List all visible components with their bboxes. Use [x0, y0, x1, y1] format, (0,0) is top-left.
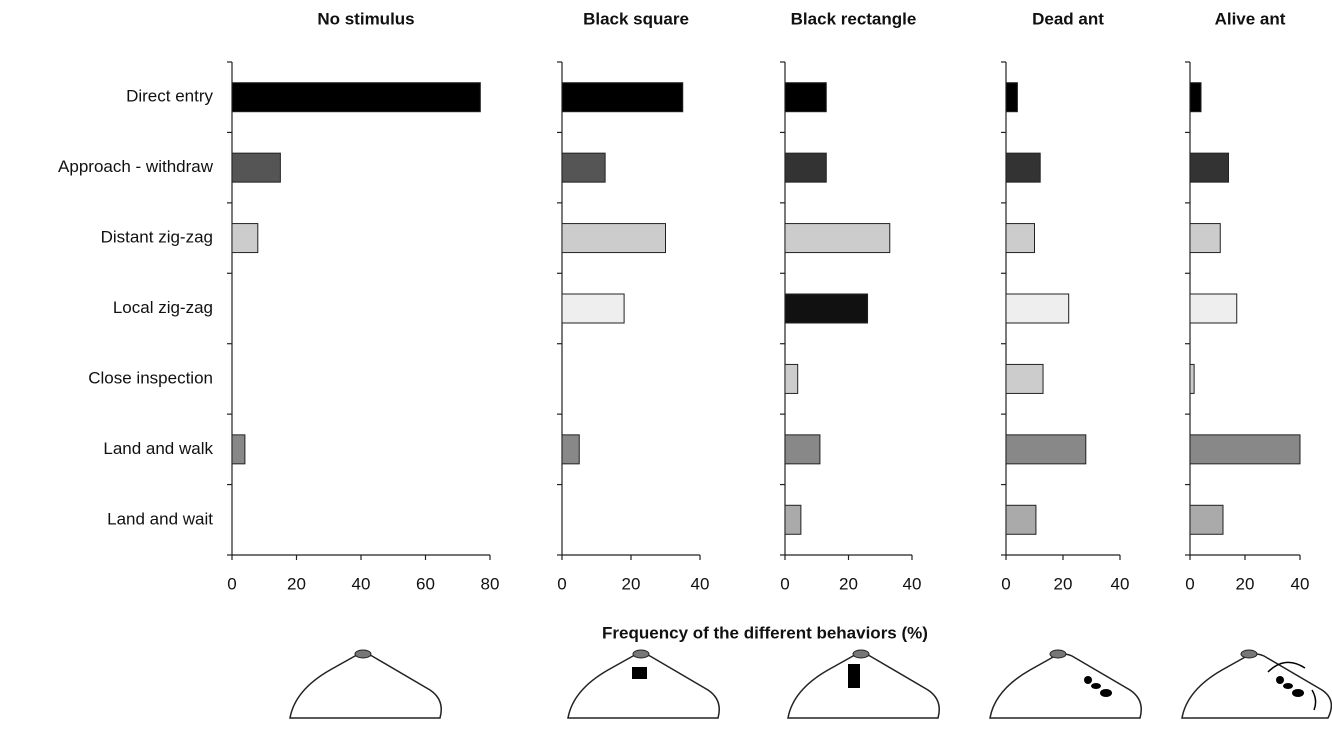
- bar: [1005, 152, 1041, 183]
- bar: [784, 363, 799, 394]
- panel-title: Alive ant: [1215, 9, 1286, 28]
- bar: [561, 434, 580, 465]
- y-tick-label: Local zig-zag: [113, 298, 213, 317]
- bar: [1189, 152, 1229, 183]
- arena-icon: [1181, 653, 1332, 719]
- bar: [1189, 293, 1238, 324]
- bar: [784, 504, 802, 535]
- y-tick-label: Distant zig-zag: [101, 228, 213, 247]
- arena-icons: [289, 649, 1332, 719]
- bar: [561, 152, 606, 183]
- x-tick-label: 0: [1185, 574, 1194, 593]
- bar: [1189, 434, 1301, 465]
- x-tick-label: 40: [352, 574, 371, 593]
- bar: [784, 223, 891, 254]
- x-tick-label: 20: [1236, 574, 1255, 593]
- x-tick-label: 40: [691, 574, 710, 593]
- bar: [1189, 223, 1221, 254]
- arena-icon: [989, 653, 1142, 719]
- bar: [784, 82, 827, 113]
- bar: [561, 293, 625, 324]
- bar: [784, 152, 827, 183]
- x-tick-label: 20: [1054, 574, 1073, 593]
- arena-icon: [567, 653, 720, 719]
- x-tick-label: 0: [780, 574, 789, 593]
- ant: [1084, 676, 1112, 697]
- bar: [561, 82, 684, 113]
- bar: [1189, 363, 1195, 394]
- panel-title: Dead ant: [1032, 9, 1104, 28]
- nest: [632, 649, 650, 659]
- x-tick-label: 40: [1291, 574, 1310, 593]
- motion-lines: [1267, 661, 1317, 711]
- bar: [784, 293, 869, 324]
- x-tick-label: 0: [1001, 574, 1010, 593]
- x-tick-label: 40: [903, 574, 922, 593]
- panel-title: Black rectangle: [791, 9, 917, 28]
- nest: [852, 649, 870, 659]
- bar: [1005, 434, 1087, 465]
- bar: [1005, 504, 1037, 535]
- x-tick-label: 60: [416, 574, 435, 593]
- panel-title: No stimulus: [317, 9, 414, 28]
- bar: [1005, 363, 1044, 394]
- arena-icon: [787, 653, 940, 719]
- y-tick-label: Land and wait: [107, 509, 213, 528]
- bar: [1005, 223, 1035, 254]
- x-tick-label: 80: [481, 574, 500, 593]
- x-tick-label: 40: [1111, 574, 1130, 593]
- y-tick-label: Approach - withdraw: [58, 157, 214, 176]
- black-rectangle: [848, 664, 860, 688]
- x-tick-label: 20: [839, 574, 858, 593]
- x-tick-label: 20: [622, 574, 641, 593]
- x-axis-label: Frequency of the different behaviors (%): [602, 623, 928, 642]
- bar: [561, 223, 666, 254]
- bar: [1189, 504, 1224, 535]
- ant: [1276, 676, 1304, 697]
- y-tick-label: Land and walk: [103, 439, 213, 458]
- x-tick-label: 20: [287, 574, 306, 593]
- bar: [1189, 82, 1202, 113]
- x-tick-label: 0: [557, 574, 566, 593]
- black-square: [632, 667, 647, 679]
- nest: [354, 649, 372, 659]
- nest: [1049, 649, 1067, 659]
- nest: [1240, 649, 1258, 659]
- x-tick-label: 0: [227, 574, 236, 593]
- bar: [231, 434, 246, 465]
- y-tick-label: Direct entry: [126, 87, 213, 106]
- bar: [1005, 293, 1070, 324]
- bar: [1005, 82, 1018, 113]
- panel-title: Black square: [583, 9, 689, 28]
- bar: [231, 152, 281, 183]
- bar: [231, 82, 481, 113]
- bar: [231, 223, 259, 254]
- bar: [784, 434, 821, 465]
- y-tick-label: Close inspection: [88, 368, 213, 387]
- arena-icon: [289, 653, 442, 719]
